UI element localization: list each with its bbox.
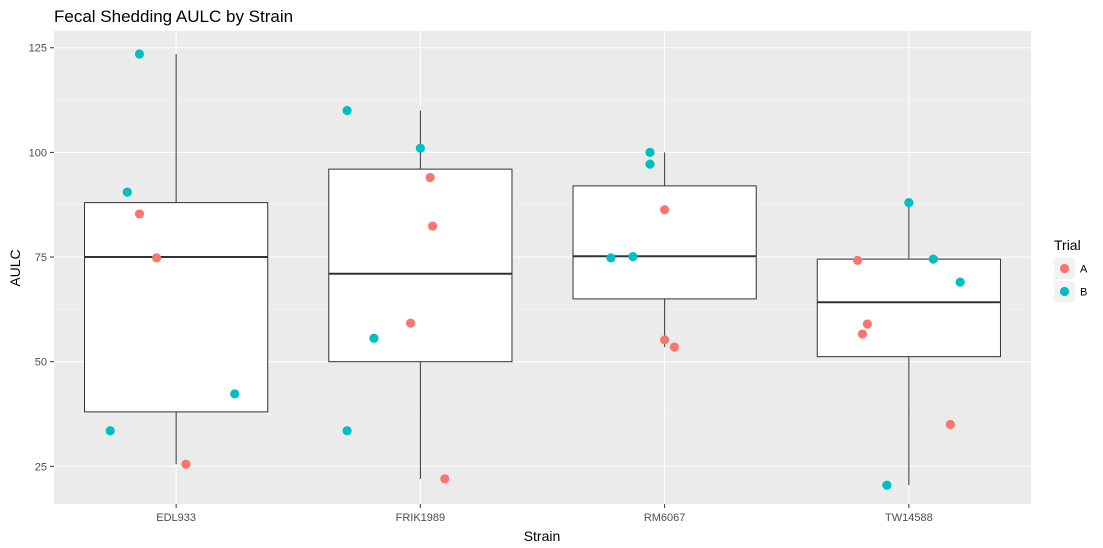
data-point-trial-B	[955, 277, 965, 287]
legend-key-B	[1059, 286, 1070, 297]
legend-label-A: A	[1080, 264, 1088, 276]
data-point-trial-B	[628, 252, 638, 262]
data-point-trial-A	[425, 172, 435, 183]
box-body	[816, 258, 1001, 358]
data-point-trial-B	[230, 389, 240, 399]
y-tick-label: 75	[35, 252, 47, 264]
box-TW14588	[816, 202, 1001, 486]
data-point-trial-B	[645, 147, 655, 157]
y-tick-label: 125	[29, 43, 47, 55]
legend-label-B: B	[1080, 287, 1087, 299]
y-tick-label: 25	[35, 461, 47, 473]
data-point-trial-B	[342, 105, 352, 116]
data-point-trial-A	[862, 319, 872, 329]
box-EDL933	[84, 54, 269, 465]
data-point-trial-B	[928, 254, 938, 264]
data-point-trial-A	[857, 329, 868, 339]
boxes-layer	[84, 54, 1001, 486]
data-point-trial-A	[151, 253, 162, 263]
legend-title: Trial	[1054, 237, 1081, 253]
x-tick-label: RM6067	[644, 512, 686, 524]
y-tick-label: 50	[35, 357, 47, 369]
x-axis-title: Strain	[524, 528, 561, 544]
x-axis: EDL933 FRIK1989 RM6067 TW14588	[156, 504, 933, 524]
x-tick-label: TW14588	[885, 512, 933, 524]
data-point-trial-A	[406, 318, 416, 328]
data-point-trial-B	[105, 426, 115, 436]
points-layer	[105, 49, 965, 490]
data-point-trial-A	[134, 209, 145, 219]
data-point-trial-A	[427, 221, 438, 231]
chart-title: Fecal Shedding AULC by Strain	[54, 7, 293, 26]
box-body	[572, 185, 757, 300]
data-point-trial-B	[134, 49, 145, 59]
data-point-trial-B	[369, 333, 379, 343]
box-body	[328, 168, 513, 363]
data-point-trial-A	[181, 459, 191, 469]
box-FRIK1989	[328, 110, 513, 479]
x-tick-label: FRIK1989	[396, 512, 446, 524]
data-point-trial-A	[660, 335, 670, 345]
data-point-trial-A	[945, 419, 955, 430]
y-axis: 25 50 75 100 125	[29, 43, 54, 473]
data-point-trial-A	[669, 342, 679, 352]
y-tick-label: 100	[29, 147, 47, 159]
box-body	[84, 202, 269, 413]
data-point-trial-A	[440, 474, 450, 484]
data-point-trial-B	[645, 159, 655, 169]
data-point-trial-B	[882, 480, 892, 490]
box-RM6067	[572, 152, 757, 348]
data-point-trial-A	[852, 255, 863, 265]
x-tick-label: EDL933	[156, 512, 196, 524]
data-point-trial-B	[606, 253, 616, 263]
y-axis-title: AULC	[7, 249, 23, 286]
data-point-trial-A	[660, 205, 670, 215]
data-point-trial-B	[904, 198, 914, 208]
legend: Trial AB	[1054, 237, 1088, 302]
data-point-trial-B	[415, 143, 425, 153]
legend-key-A	[1059, 263, 1070, 274]
data-point-trial-B	[342, 426, 352, 436]
data-point-trial-B	[122, 187, 132, 197]
